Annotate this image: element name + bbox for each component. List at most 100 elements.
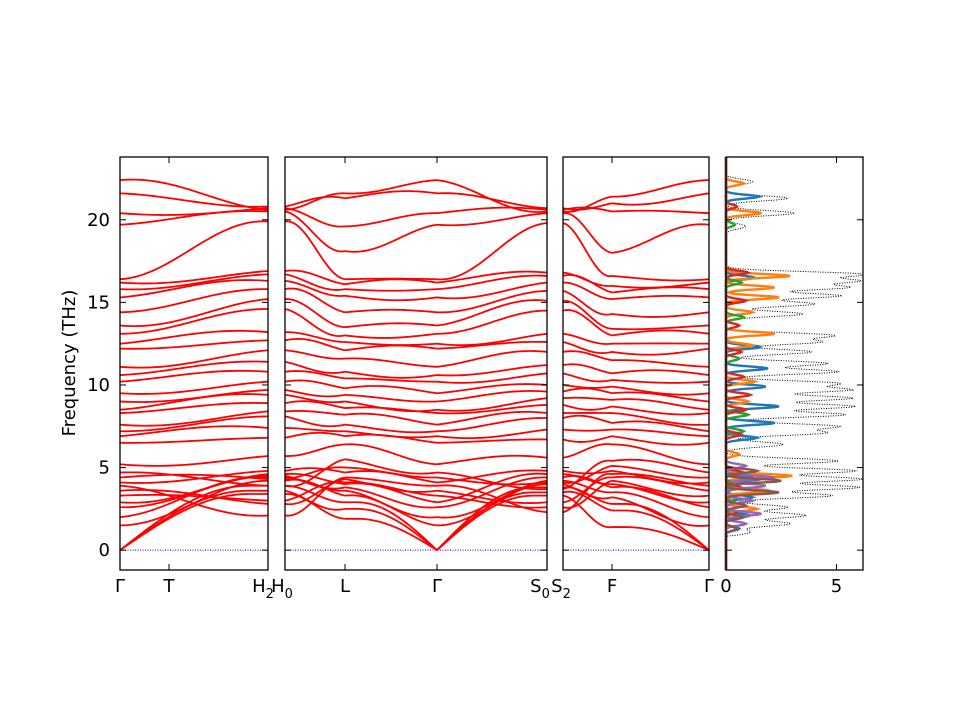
band-line xyxy=(119,279,269,299)
band-line xyxy=(284,393,346,404)
band-line xyxy=(119,288,269,314)
kpoint-label-s2-sub: 2 xyxy=(563,587,571,602)
band-line xyxy=(611,465,710,479)
band-line xyxy=(436,372,548,384)
band-line xyxy=(284,298,346,329)
kpoint-label-h2-sub: 2 xyxy=(266,587,274,602)
band-line xyxy=(436,483,548,527)
band-line xyxy=(436,350,548,368)
band-line xyxy=(344,370,438,379)
band-line xyxy=(284,360,346,374)
band-line xyxy=(611,192,710,206)
band-line xyxy=(119,469,269,484)
band-line xyxy=(611,420,710,433)
band-line xyxy=(344,277,438,281)
band-line xyxy=(436,309,548,335)
kpoint-label-h0: H0 xyxy=(271,576,293,602)
band-line xyxy=(611,428,710,438)
kpoint-label-h2: H2 xyxy=(252,576,274,602)
band-line xyxy=(611,209,710,215)
band-line xyxy=(284,467,346,474)
band-line xyxy=(119,369,269,383)
panel-frame xyxy=(562,156,710,571)
band-line xyxy=(436,494,548,509)
kpoint-label-gamma-end: Γ xyxy=(704,576,714,597)
dos-panel-frame xyxy=(725,156,864,571)
y-tick-label: 10 xyxy=(87,375,110,396)
y-tick-label: 20 xyxy=(87,210,110,231)
band-line xyxy=(562,271,613,287)
band-line xyxy=(436,289,548,314)
band-line xyxy=(611,435,710,446)
band-line xyxy=(611,311,710,318)
band-line xyxy=(436,484,548,514)
band-line xyxy=(563,281,613,300)
band-line xyxy=(562,403,613,411)
band-line xyxy=(436,206,548,215)
band-line xyxy=(436,476,548,486)
kpoint-label-gamma-start: Γ xyxy=(115,576,125,597)
band-line xyxy=(119,207,269,216)
kpoint-label-s2-main: S xyxy=(551,576,562,597)
band-panel-gamma-t-h xyxy=(119,156,269,571)
band-panel-s-f-gamma xyxy=(562,156,710,571)
band-line xyxy=(612,526,710,552)
band-line xyxy=(284,331,346,343)
dos-panel xyxy=(724,156,864,571)
band-line xyxy=(611,398,710,411)
band-line xyxy=(611,275,710,282)
band-line xyxy=(611,458,710,474)
band-line xyxy=(344,223,438,253)
band-line xyxy=(436,274,548,291)
band-line xyxy=(611,483,710,504)
kpoint-label-s2: S2 xyxy=(551,576,571,602)
band-line xyxy=(436,397,548,412)
band-line xyxy=(562,202,613,211)
band-line xyxy=(562,289,613,316)
band-line xyxy=(284,474,346,490)
band-line xyxy=(284,195,346,208)
band-line xyxy=(344,190,438,200)
band-line xyxy=(284,443,346,457)
band-line xyxy=(436,410,548,426)
band-line xyxy=(562,350,613,362)
band-line xyxy=(436,454,548,466)
band-line xyxy=(562,469,613,475)
band-line xyxy=(344,322,438,329)
band-line xyxy=(562,472,613,514)
kpoint-label-h0-main: H xyxy=(271,576,285,597)
kpoint-label-h2-main: H xyxy=(252,576,266,597)
band-line xyxy=(562,483,613,500)
band-line xyxy=(344,308,438,314)
band-line xyxy=(562,443,613,459)
band-line xyxy=(284,192,346,211)
dos-x-tick-label: 0 xyxy=(720,576,731,597)
band-line xyxy=(436,476,548,509)
band-line xyxy=(612,503,710,551)
band-line xyxy=(284,493,346,520)
band-line xyxy=(562,206,613,213)
band-line xyxy=(119,484,269,517)
band-line xyxy=(562,341,613,354)
band-line xyxy=(344,430,438,439)
band-line xyxy=(436,340,548,350)
band-line xyxy=(344,486,438,509)
band-line xyxy=(344,288,438,292)
band-line xyxy=(284,379,346,390)
band-line xyxy=(436,299,548,327)
band-line xyxy=(344,476,438,487)
band-line xyxy=(119,493,269,502)
dos-total-line xyxy=(725,157,864,570)
band-line xyxy=(436,390,548,403)
band-line xyxy=(562,332,613,345)
band-line xyxy=(344,377,437,383)
kpoint-labels: Γ T H2 H0 L Γ S0 S2 F Γ xyxy=(115,576,714,602)
band-line xyxy=(562,435,613,443)
band-line xyxy=(284,349,346,360)
band-line xyxy=(119,349,269,369)
band-line xyxy=(344,458,438,475)
y-tick-label: 15 xyxy=(87,292,110,313)
band-line xyxy=(611,324,710,331)
band-line xyxy=(284,370,346,380)
